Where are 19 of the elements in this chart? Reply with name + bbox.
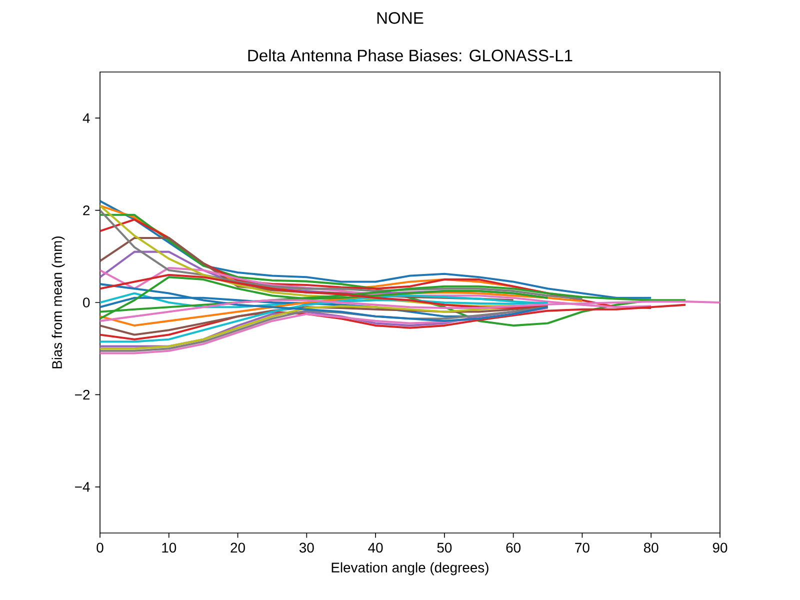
x-tick-label: 80	[644, 542, 658, 553]
x-tick-label: 30	[299, 542, 314, 553]
x-tick-label: 0	[96, 542, 104, 553]
x-tick-label: 10	[162, 542, 176, 553]
chart-title: NONE	[377, 12, 424, 24]
chart-subtitle: Delta Antenna Phase Biases: GLONASS-L1	[248, 49, 572, 62]
x-tick-label: 70	[575, 542, 590, 553]
y-tick-label: 2	[83, 205, 90, 216]
y-tick-label: 4	[82, 113, 90, 123]
x-tick-label: 40	[368, 542, 383, 553]
x-tick-label: 90	[712, 542, 728, 553]
x-axis-title: Elevation angle (degrees)	[332, 562, 488, 576]
y-tick-label: 0	[83, 298, 90, 308]
y-tick-label: −2	[75, 390, 90, 400]
x-tick-label: 60	[506, 542, 521, 553]
y-tick-label: −4	[75, 482, 90, 492]
y-axis-title: Bias from mean (mm)	[52, 236, 65, 368]
x-tick-label: 50	[437, 542, 452, 553]
x-tick-label: 20	[230, 542, 245, 553]
